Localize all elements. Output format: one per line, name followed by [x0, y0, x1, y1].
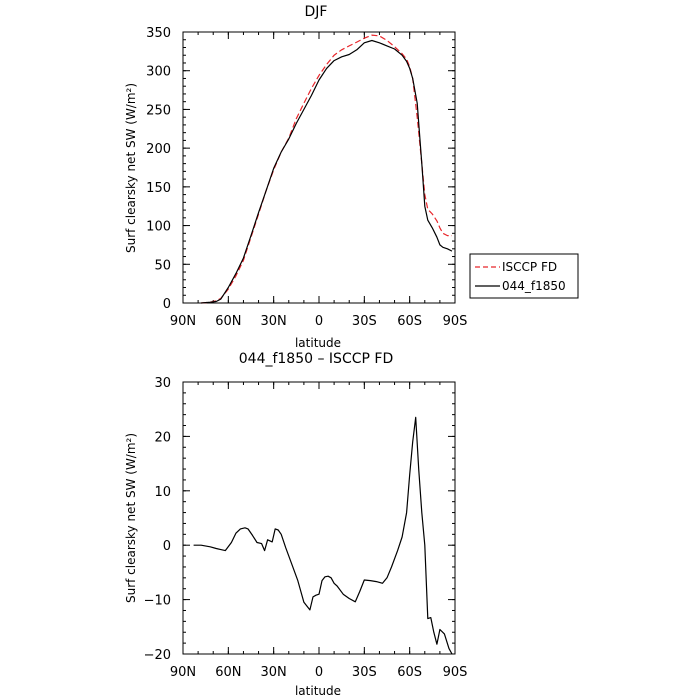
bottom-series-line-1 — [193, 416, 453, 655]
top-series-line-2 — [201, 39, 453, 304]
top-x-tick-label: 30S — [352, 314, 377, 329]
bottom-chart-title: 044_f1850 – ISCCP FD — [239, 351, 393, 367]
bottom-x-tick-label: 90N — [170, 665, 196, 680]
top-series-line-1 — [201, 34, 452, 304]
top-chart-title: DJF — [305, 4, 328, 20]
legend-label-isccp: ISCCP FD — [502, 260, 557, 274]
top-y-tick-label: 0 — [163, 297, 171, 312]
bottom-y-tick-label: 0 — [163, 539, 171, 554]
bottom-y-tick-label: −20 — [144, 648, 171, 663]
top-x-tick-label: 60N — [215, 314, 241, 329]
bottom-x-tick-label: 90S — [443, 665, 468, 680]
top-x-tick-label: 90N — [170, 314, 196, 329]
top-y-tick-label: 300 — [146, 65, 171, 80]
top-x-axis-label: latitude — [295, 336, 341, 350]
bottom-y-tick-label: 30 — [154, 376, 171, 391]
top-x-tick-label: 30N — [261, 314, 287, 329]
top-y-tick-label: 50 — [154, 258, 171, 273]
top-y-tick-label: 100 — [146, 220, 171, 235]
bottom-chart: 044_f1850 – ISCCP FD 90N 60N 30N 0 30S 60S 90S… — [124, 351, 467, 698]
top-plot-frame — [182, 31, 456, 304]
legend: ISCCP FD 044_f1850 — [469, 253, 579, 299]
bottom-x-tick-label: 30S — [352, 665, 377, 680]
bottom-x-tick-label: 60N — [215, 665, 241, 680]
top-x-tick-label: 90S — [443, 314, 468, 329]
top-y-tick-label: 200 — [146, 142, 171, 157]
top-x-tick-label: 60S — [397, 314, 422, 329]
bottom-y-tick-label: 10 — [154, 485, 171, 500]
bottom-y-tick-label: 20 — [154, 430, 171, 445]
legend-frame — [469, 253, 579, 299]
top-chart: DJF 90N 60N 30N 0 30S 60S 90S 0 50 100 150 200 250 30… — [124, 4, 579, 350]
top-y-tick-label: 150 — [146, 181, 171, 196]
bottom-y-axis-label: Surf clearsky net SW (W/m²) — [124, 433, 138, 603]
bottom-plot-frame — [182, 381, 456, 655]
top-x-tick-label: 0 — [315, 314, 323, 329]
bottom-x-tick-label: 0 — [315, 665, 323, 680]
bottom-x-axis-label: latitude — [295, 684, 341, 698]
top-y-tick-label: 350 — [146, 26, 171, 41]
bottom-x-tick-label: 60S — [397, 665, 422, 680]
bottom-y-tick-label: −10 — [144, 594, 171, 609]
top-y-tick-label: 250 — [146, 103, 171, 118]
legend-label-model: 044_f1850 — [502, 279, 566, 293]
top-y-axis-label: Surf clearsky net SW (W/m²) — [124, 83, 138, 253]
bottom-x-tick-label: 30N — [261, 665, 287, 680]
